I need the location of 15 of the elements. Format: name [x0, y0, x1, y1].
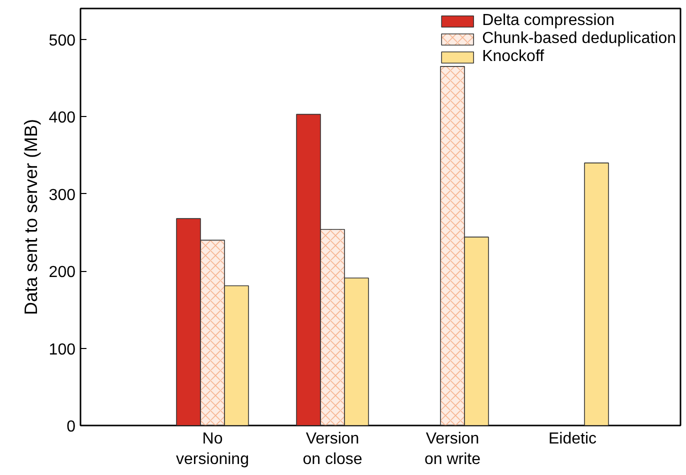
legend-label: Chunk-based deduplication [482, 30, 676, 48]
y-tick-label: 0 [66, 418, 76, 436]
legend-label: Knockoff [482, 48, 544, 66]
y-axis-title: Data sent to server (MB) [20, 118, 41, 316]
y-tick-label: 500 [48, 32, 76, 50]
bar [584, 162, 609, 426]
x-tick-label: Version on close [302, 430, 362, 468]
x-tick-label: Eidetic [548, 430, 597, 448]
x-tick-label: Version on write [424, 430, 481, 468]
y-tick-label: 200 [48, 264, 76, 282]
x-tick-label: No versioning [176, 430, 249, 468]
legend-label: Delta compression [482, 12, 615, 30]
y-tick-label: 100 [48, 341, 76, 358]
y-tick-label: 400 [48, 110, 76, 127]
y-tick-label: 300 [48, 186, 76, 204]
